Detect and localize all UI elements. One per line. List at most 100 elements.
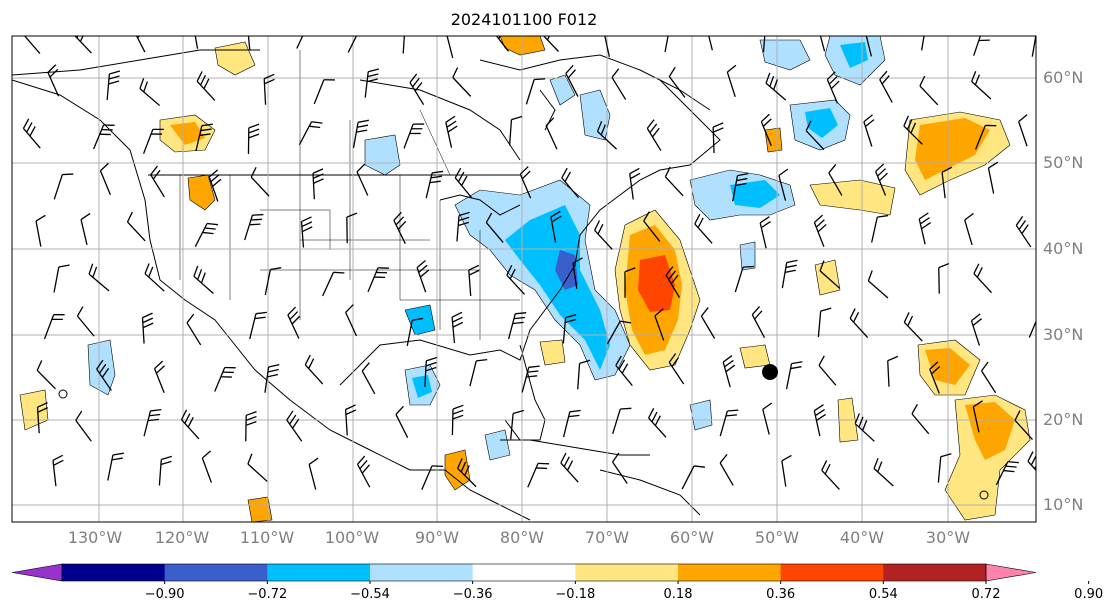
lat-label: 10°N xyxy=(1043,495,1084,514)
lon-label: 90°W xyxy=(414,528,460,547)
wind-barb xyxy=(708,36,713,51)
wind-barb xyxy=(304,354,324,385)
lon-label: 130°W xyxy=(67,528,123,547)
wind-barb xyxy=(995,460,1019,486)
wind-barb xyxy=(249,311,267,340)
wind-barb xyxy=(819,36,826,52)
lon-label: 100°W xyxy=(324,528,380,547)
wind-barb xyxy=(875,163,888,196)
wind-barb xyxy=(23,36,41,55)
wind-barb xyxy=(805,120,825,151)
wind-barb xyxy=(726,64,737,98)
wind-barb xyxy=(903,312,923,342)
colorbar-tick-label: −0.36 xyxy=(452,587,493,602)
calm-wind-marker xyxy=(979,490,989,500)
wind-barb xyxy=(1041,265,1055,294)
colorbar-segment xyxy=(62,564,166,581)
wind-barb xyxy=(457,458,477,488)
colorbar-tick-label: 0.36 xyxy=(766,587,796,602)
wind-barbs xyxy=(22,36,1069,491)
wind-barb xyxy=(572,257,583,289)
wind-barb xyxy=(919,75,939,106)
wind-barb xyxy=(53,173,74,200)
wind-barb xyxy=(612,452,628,484)
wind-barb xyxy=(36,360,56,390)
wind-barb xyxy=(643,211,661,242)
wind-barb xyxy=(719,453,734,486)
wind-barb xyxy=(286,410,303,442)
wind-barb xyxy=(974,124,997,150)
colorbar-tick-label: −0.54 xyxy=(350,587,390,602)
colorbar-segment xyxy=(883,564,987,581)
wind-barb xyxy=(75,410,92,442)
wind-barb xyxy=(367,267,389,293)
wind-barb xyxy=(849,308,869,339)
wind-barb xyxy=(821,460,840,490)
wind-barb xyxy=(545,117,558,150)
colorbar-tick-label: −0.90 xyxy=(144,587,185,602)
wind-barb xyxy=(93,124,115,150)
wind-barb xyxy=(364,68,380,98)
wind-barb xyxy=(296,36,304,49)
wind-barb xyxy=(214,366,236,392)
wind-barb xyxy=(451,404,464,435)
lon-label: 30°W xyxy=(925,528,971,547)
wind-barb xyxy=(264,363,280,393)
wind-barb xyxy=(624,267,636,298)
wind-barb xyxy=(778,168,789,201)
wind-barb xyxy=(153,360,165,393)
wind-barb xyxy=(527,462,550,488)
wind-barb xyxy=(712,122,724,154)
wind-barb xyxy=(469,358,488,387)
wind-barb xyxy=(560,452,579,483)
wind-barb xyxy=(287,306,301,339)
wind-barb xyxy=(247,123,260,154)
wind-barb xyxy=(973,36,992,56)
wind-barb xyxy=(43,314,65,340)
wind-barb xyxy=(911,403,930,435)
map-frame xyxy=(11,35,1037,523)
wind-barb xyxy=(854,413,875,442)
wind-barb xyxy=(762,36,766,53)
wind-barb xyxy=(347,36,358,53)
colorbar-outline xyxy=(61,563,987,582)
wind-barb xyxy=(508,115,523,146)
wind-barb xyxy=(141,312,154,344)
wind-barb xyxy=(611,68,627,100)
wind-barb xyxy=(941,166,953,199)
wind-barb xyxy=(973,263,993,294)
wind-barb xyxy=(322,271,345,297)
wind-barb xyxy=(920,36,925,51)
lat-label: 60°N xyxy=(1043,68,1084,87)
wind-barb xyxy=(865,36,873,57)
wind-barb xyxy=(247,36,251,50)
colorbar-extend-max xyxy=(985,563,1037,582)
wind-barb xyxy=(409,73,425,106)
colorbar-tick-label: 0.18 xyxy=(663,587,693,602)
wind-barb xyxy=(937,453,952,483)
wind-barb xyxy=(356,455,371,488)
wind-barb xyxy=(873,458,894,487)
wind-barb xyxy=(668,66,686,98)
wind-barb xyxy=(425,170,444,199)
wind-barb xyxy=(987,161,999,194)
wind-barb xyxy=(964,212,974,246)
colorbar-segment xyxy=(678,564,782,581)
wind-barb xyxy=(485,212,504,243)
colorbar-segment xyxy=(164,564,268,581)
wind-barb xyxy=(22,118,41,149)
wind-barb xyxy=(406,317,424,346)
wind-barb xyxy=(1051,359,1069,385)
map-title: 2024101100 F012 xyxy=(450,10,598,29)
wind-barb xyxy=(938,262,950,294)
wind-barb xyxy=(445,115,458,148)
wind-barb xyxy=(562,313,577,344)
wind-barb xyxy=(542,36,559,52)
wind-barb xyxy=(193,265,214,294)
colorbar-extend-min xyxy=(11,563,63,582)
wind-barb xyxy=(403,123,425,149)
wind-barb xyxy=(629,167,641,200)
wind-barb xyxy=(416,260,430,293)
wind-barb xyxy=(1027,451,1036,472)
wind-barb xyxy=(550,210,562,243)
